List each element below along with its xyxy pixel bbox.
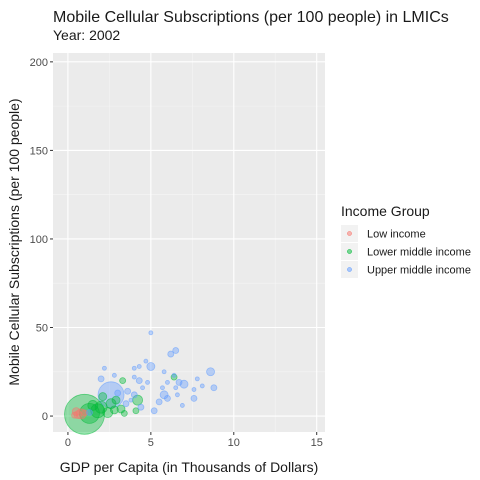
data-point: [172, 347, 180, 354]
y-tick-label: 200: [30, 57, 48, 69]
data-point: [71, 407, 81, 417]
data-point: [128, 397, 134, 403]
data-point: [167, 350, 175, 358]
data-point: [131, 374, 137, 380]
data-point: [87, 400, 99, 411]
data-point: [145, 380, 150, 385]
data-point: [119, 377, 127, 385]
data-point: [161, 369, 167, 375]
data-point: [190, 394, 198, 402]
data-point: [102, 365, 107, 371]
legend-key-point: [347, 267, 352, 272]
legend-key-point: [347, 231, 352, 236]
data-point: [109, 405, 119, 415]
data-point: [143, 358, 149, 364]
data-point: [81, 409, 88, 417]
data-point: [173, 385, 179, 391]
data-point: [148, 330, 154, 336]
legend-key-point: [347, 249, 352, 254]
data-point: [174, 392, 180, 398]
legend-entry-label: Lower middle income: [367, 247, 471, 259]
y-tick-label: 100: [30, 234, 48, 246]
y-tick-label: 0: [42, 411, 48, 423]
x-axis: 0 5 10 15: [65, 432, 323, 449]
data-point: [130, 391, 138, 399]
data-point: [86, 409, 93, 416]
data-points: [64, 330, 218, 435]
data-point: [140, 385, 145, 391]
plot-panel: [53, 53, 325, 432]
data-point: [191, 387, 197, 392]
legend-entry-label: Low income: [367, 229, 426, 241]
data-point: [194, 376, 200, 382]
data-point: [120, 410, 128, 417]
y-tick-label: 150: [30, 145, 48, 157]
x-tick-label: 15: [311, 437, 323, 449]
data-point: [199, 383, 205, 389]
data-point: [75, 408, 87, 420]
data-point: [79, 403, 100, 424]
data-point: [146, 362, 156, 371]
data-point: [111, 395, 121, 405]
data-point: [160, 385, 165, 391]
data-point: [135, 377, 143, 385]
chart-subtitle: Year: 2002: [53, 27, 120, 43]
y-tick-label: 50: [36, 323, 48, 335]
data-point: [98, 392, 108, 401]
data-point: [171, 372, 177, 378]
data-point: [124, 387, 132, 395]
x-tick-label: 10: [228, 437, 240, 449]
data-point: [131, 365, 137, 371]
data-point: [137, 403, 145, 411]
legend: Income Group Low income Lower middle inco…: [341, 203, 471, 278]
y-axis: 0 50 100 150 200: [30, 57, 53, 423]
grid-minor: [53, 53, 325, 432]
data-point: [165, 380, 170, 385]
data-point: [175, 379, 183, 386]
data-point: [164, 394, 171, 402]
legend-entry-label: Upper middle income: [367, 265, 471, 277]
data-point: [111, 372, 117, 378]
data-point: [132, 407, 140, 415]
data-point: [71, 411, 78, 419]
legend-title: Income Group: [341, 203, 430, 219]
data-point: [155, 398, 163, 406]
data-point: [122, 400, 130, 408]
x-tick-label: 5: [148, 437, 154, 449]
chart-title: Mobile Cellular Subscriptions (per 100 p…: [53, 9, 449, 26]
data-point: [97, 375, 105, 383]
data-point: [136, 364, 142, 369]
data-point: [206, 367, 215, 377]
y-axis-label: Mobile Cellular Subscriptions (per 100 p…: [6, 98, 22, 385]
x-axis-label: GDP per Capita (in Thousands of Dollars): [60, 459, 319, 475]
data-point: [114, 389, 122, 397]
data-point: [150, 407, 158, 415]
data-point: [210, 384, 218, 392]
grid-major: [53, 53, 325, 432]
data-point: [179, 403, 185, 408]
x-tick-label: 0: [65, 437, 71, 449]
